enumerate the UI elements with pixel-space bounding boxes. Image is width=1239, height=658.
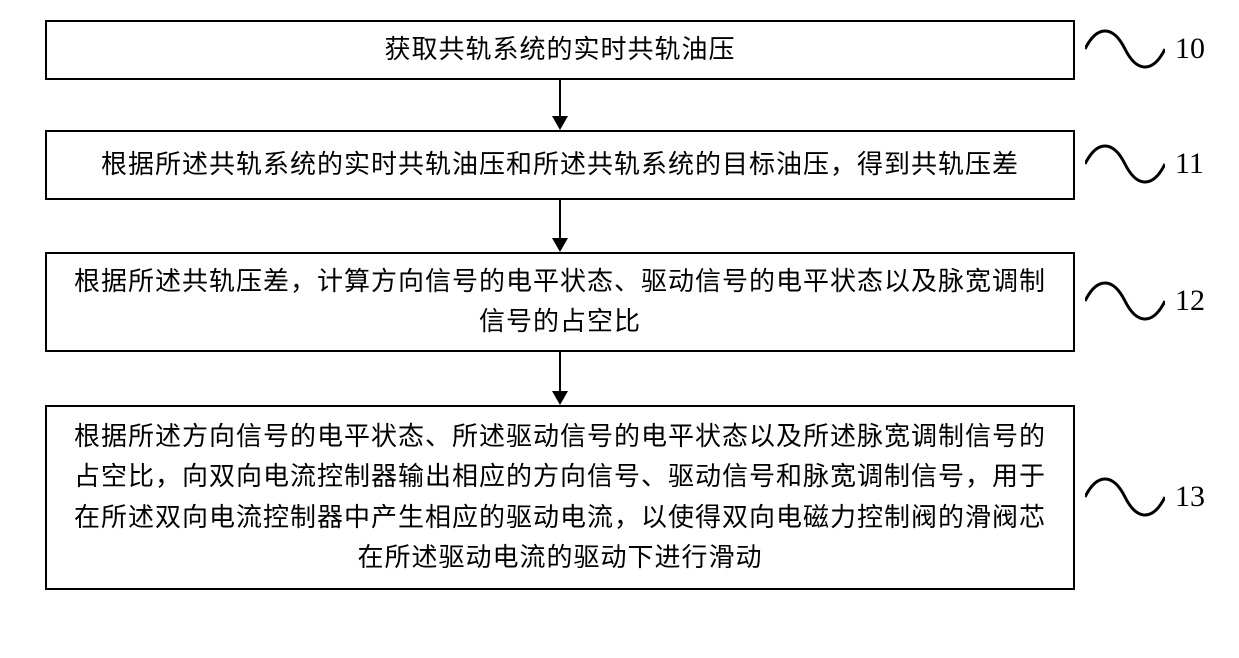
connector-tilde xyxy=(1085,142,1165,186)
flow-step-10: 获取共轨系统的实时共轨油压 xyxy=(45,20,1075,80)
step-label-11: 11 xyxy=(1175,147,1204,181)
step-label-12: 12 xyxy=(1175,284,1205,318)
flow-step-text: 根据所述方向信号的电平状态、所述驱动信号的电平状态以及所述脉宽调制信号的占空比，… xyxy=(67,417,1053,578)
flow-step-text: 获取共轨系统的实时共轨油压 xyxy=(384,30,735,70)
flow-arrow-line xyxy=(559,200,561,238)
flow-step-13: 根据所述方向信号的电平状态、所述驱动信号的电平状态以及所述脉宽调制信号的占空比，… xyxy=(45,405,1075,590)
connector-tilde xyxy=(1085,279,1165,323)
flow-arrow-head xyxy=(552,391,568,405)
flow-arrow-line xyxy=(559,80,561,116)
flow-arrow-head xyxy=(552,238,568,252)
step-label-13: 13 xyxy=(1175,480,1205,514)
flow-step-12: 根据所述共轨压差，计算方向信号的电平状态、驱动信号的电平状态以及脉宽调制信号的占… xyxy=(45,252,1075,352)
step-label-10: 10 xyxy=(1175,32,1205,66)
flow-step-text: 根据所述共轨系统的实时共轨油压和所述共轨系统的目标油压，得到共轨压差 xyxy=(101,145,1019,185)
connector-tilde xyxy=(1085,475,1165,519)
flow-step-text: 根据所述共轨压差，计算方向信号的电平状态、驱动信号的电平状态以及脉宽调制信号的占… xyxy=(67,262,1053,343)
flow-arrow-line xyxy=(559,352,561,391)
connector-tilde xyxy=(1085,27,1165,71)
flow-arrow-head xyxy=(552,116,568,130)
flow-step-11: 根据所述共轨系统的实时共轨油压和所述共轨系统的目标油压，得到共轨压差 xyxy=(45,130,1075,200)
